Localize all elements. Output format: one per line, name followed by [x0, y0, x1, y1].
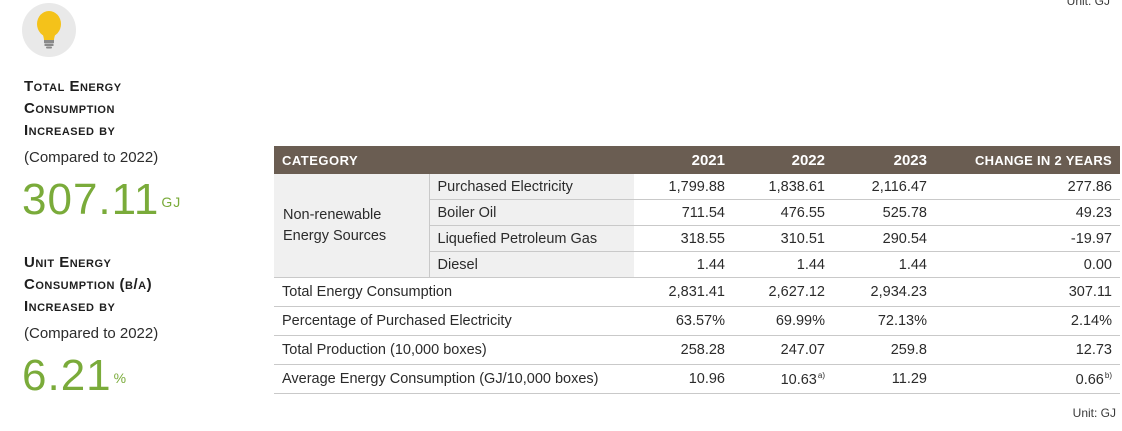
- cell-change: 277.86: [935, 174, 1120, 200]
- row-label: Total Energy Consumption: [274, 277, 634, 307]
- cell-2023: 2,934.23: [833, 277, 935, 307]
- row-label: Purchased Electricity: [428, 174, 634, 200]
- kpi-title-line: Increased by: [24, 122, 116, 139]
- table-row: Percentage of Purchased Electricity 63.5…: [274, 306, 1120, 336]
- header-2022: 2022: [733, 146, 833, 174]
- kpi-value-unit: %: [113, 370, 128, 386]
- header-change: CHANGE IN 2 YEARS: [935, 146, 1120, 174]
- row-label: Boiler Oil: [428, 199, 634, 226]
- top-unit-label: Unit: GJ: [1066, 0, 1110, 8]
- footnote-marker: b): [1104, 370, 1112, 380]
- cell-2021: 1,799.88: [634, 174, 733, 200]
- cell-2022: 69.99%: [733, 306, 833, 336]
- cell-2022: 247.07: [733, 335, 833, 365]
- table-row: Non-renewable Energy Sources Purchased E…: [274, 174, 1120, 278]
- kpi-title-line: Consumption: [24, 100, 115, 117]
- energy-consumption-table: CATEGORY 2021 2022 2023 CHANGE IN 2 YEAR…: [274, 146, 1120, 394]
- group-label-line: Energy Sources: [283, 227, 387, 244]
- table-row: Liquefied Petroleum Gas 318.55 310.51 29…: [274, 225, 1120, 252]
- kpi-unit-energy-title: Unit Energy Consumption (b/a) Increased …: [24, 252, 152, 318]
- kpi-total-energy-value: 307.11 GJ: [22, 178, 181, 222]
- row-label: Percentage of Purchased Electricity: [274, 306, 634, 336]
- table-row: Total Production (10,000 boxes) 258.28 2…: [274, 335, 1120, 365]
- bottom-unit-label: Unit: GJ: [1072, 406, 1116, 420]
- kpi-value-number: 307.11: [22, 175, 160, 224]
- row-label: Liquefied Petroleum Gas: [428, 225, 634, 252]
- table-row: Boiler Oil 711.54 476.55 525.78 49.23: [274, 199, 1120, 226]
- cell-2022: 2,627.12: [733, 277, 833, 307]
- kpi-title-line: Consumption (b/a): [24, 276, 153, 293]
- cell-change: 2.14%: [935, 306, 1120, 336]
- table-row: Diesel 1.44 1.44 1.44 0.00: [274, 251, 1120, 278]
- cell-2021: 318.55: [634, 225, 733, 252]
- kpi-total-energy-subtitle: (Compared to 2022): [24, 149, 159, 166]
- cell-2023: 2,116.47: [833, 174, 935, 200]
- cell-2021: 2,831.41: [634, 277, 733, 307]
- cell-2023: 259.8: [833, 335, 935, 365]
- kpi-total-energy-title: Total Energy Consumption Increased by: [24, 76, 122, 142]
- cell-value: 0.66: [1075, 371, 1104, 388]
- group-label-line: Non-renewable: [283, 206, 382, 223]
- row-label: Total Production (10,000 boxes): [274, 335, 634, 365]
- cell-2022: 10.63a): [733, 364, 833, 394]
- row-label: Diesel: [428, 251, 634, 278]
- table-header-row: CATEGORY 2021 2022 2023 CHANGE IN 2 YEAR…: [274, 146, 1120, 174]
- cell-change: 307.11: [935, 277, 1120, 307]
- cell-change: 49.23: [935, 199, 1120, 226]
- cell-2023: 525.78: [833, 199, 935, 226]
- kpi-unit-energy-value: 6.21%: [22, 354, 127, 398]
- cell-2021: 63.57%: [634, 306, 733, 336]
- group-label-non-renewable: Non-renewable Energy Sources: [274, 174, 429, 278]
- table-row: Average Energy Consumption (GJ/10,000 bo…: [274, 364, 1120, 394]
- cell-change: 0.66b): [935, 364, 1120, 394]
- cell-2022: 476.55: [733, 199, 833, 226]
- header-category: CATEGORY: [274, 146, 634, 174]
- cell-2023: 1.44: [833, 251, 935, 278]
- cell-change: 0.00: [935, 251, 1120, 278]
- footnote-marker: a): [817, 370, 825, 380]
- cell-2023: 290.54: [833, 225, 935, 252]
- cell-change: -19.97: [935, 225, 1120, 252]
- cell-2021: 711.54: [634, 199, 733, 226]
- cell-2021: 10.96: [634, 364, 733, 394]
- cell-2023: 11.29: [833, 364, 935, 394]
- kpi-value-number: 6.21: [22, 351, 112, 400]
- cell-2021: 1.44: [634, 251, 733, 278]
- cell-2022: 1,838.61: [733, 174, 833, 200]
- cell-change: 12.73: [935, 335, 1120, 365]
- header-2023: 2023: [833, 146, 935, 174]
- table-row: Total Energy Consumption 2,831.41 2,627.…: [274, 277, 1120, 307]
- kpi-title-line: Unit Energy: [24, 254, 112, 271]
- cell-value: 10.63: [780, 371, 817, 388]
- cell-2022: 310.51: [733, 225, 833, 252]
- kpi-unit-energy-subtitle: (Compared to 2022): [24, 325, 159, 342]
- header-2021: 2021: [634, 146, 733, 174]
- cell-2023: 72.13%: [833, 306, 935, 336]
- kpi-value-unit: GJ: [161, 194, 182, 210]
- row-label: Average Energy Consumption (GJ/10,000 bo…: [274, 364, 634, 394]
- lightbulb-icon: [22, 3, 76, 57]
- kpi-title-line: Increased by: [24, 298, 116, 315]
- cell-2021: 258.28: [634, 335, 733, 365]
- kpi-title-line: Total Energy: [24, 78, 122, 95]
- cell-2022: 1.44: [733, 251, 833, 278]
